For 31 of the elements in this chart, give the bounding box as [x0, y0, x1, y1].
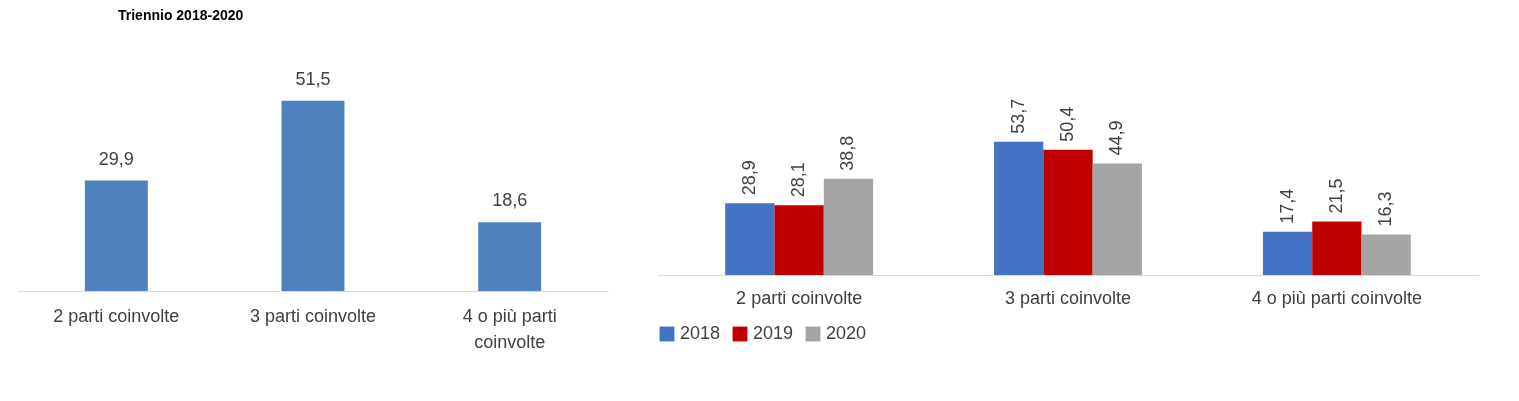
data-label: 29,9 [98, 148, 134, 169]
data-label: 38,8 [837, 135, 858, 171]
data-label: 18,6 [492, 190, 528, 211]
data-label: 28,9 [738, 160, 759, 196]
legend-label: 2019 [753, 323, 794, 343]
data-label: 44,9 [1106, 120, 1127, 156]
data-label: 21,5 [1325, 178, 1346, 214]
bar [1361, 234, 1411, 275]
x-tick-label: 2 parti coinvolte [53, 305, 180, 326]
bar [725, 203, 775, 275]
data-label: 28,1 [788, 162, 809, 198]
bar [1092, 163, 1142, 275]
data-label: 53,7 [1007, 98, 1028, 134]
x-tick-label: 4 o più parti coinvolte [1251, 287, 1422, 308]
bar [1312, 221, 1362, 275]
legend-label: 2018 [680, 323, 721, 343]
chart-title: Triennio 2018-2020 [118, 6, 244, 23]
bar [1043, 149, 1093, 275]
data-label: 50,4 [1057, 106, 1077, 142]
bar [823, 178, 874, 275]
bar [1262, 231, 1313, 275]
data-label: 17,4 [1276, 188, 1297, 224]
x-tick-label: 2 parti coinvolte [736, 287, 863, 308]
bar [774, 205, 824, 275]
bar [994, 141, 1044, 275]
x-tick-label: 3 parti coinvolte [1004, 287, 1132, 308]
x-tick-label: 3 parti coinvolte [249, 305, 377, 326]
x-tick-label: 4 o più parti coinvolte [462, 305, 557, 352]
data-label: 51,5 [295, 68, 331, 89]
legend-label: 2020 [826, 323, 867, 343]
data-label: 16,3 [1375, 191, 1396, 227]
